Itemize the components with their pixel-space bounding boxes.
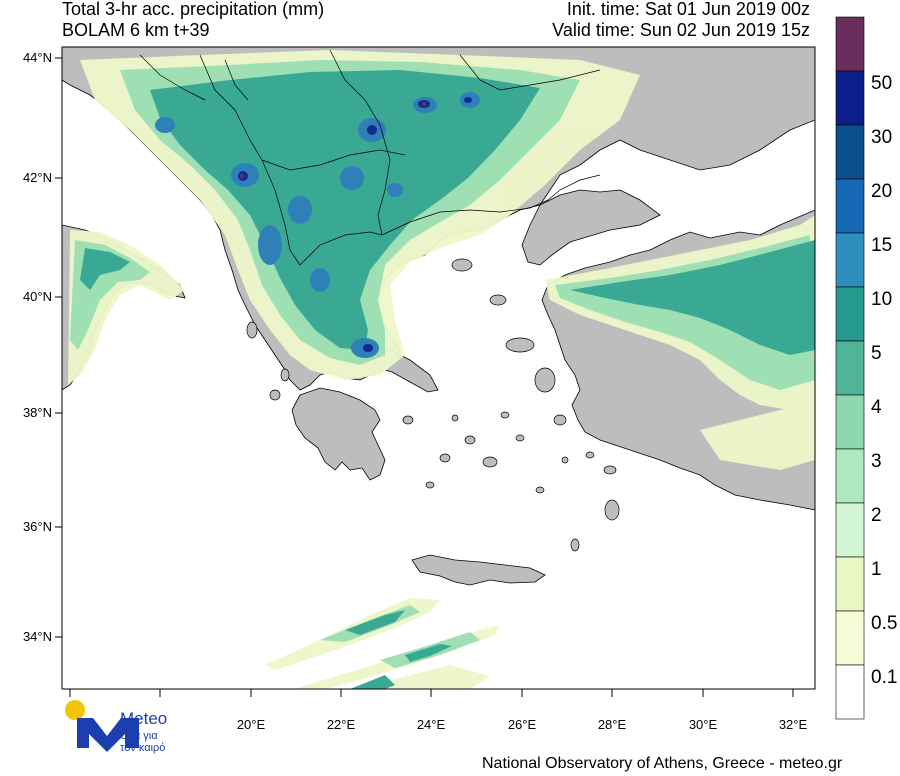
legend-label-4: 4	[871, 397, 882, 418]
lon-label-24: 24°E	[417, 717, 446, 732]
lat-label-40: 40°N	[23, 289, 52, 304]
legend-label-1: 1	[871, 559, 882, 580]
precip-heavy	[80, 70, 815, 689]
lon-ticks	[69, 689, 794, 697]
legend-swatch-12	[835, 664, 865, 720]
legend-label-2: 2	[871, 505, 882, 526]
legend-swatch-0	[835, 16, 865, 72]
logo-tagline-line1: Όλα για	[120, 730, 158, 742]
legend-swatch-4	[835, 232, 865, 288]
legend-label-30: 30	[871, 127, 892, 148]
legend-label-3: 3	[871, 451, 882, 472]
legend-swatch-2	[835, 124, 865, 180]
lat-ticks	[55, 57, 62, 638]
legend-colorbar	[835, 16, 865, 720]
legend-label-50: 50	[871, 73, 892, 94]
land-thrace	[521, 189, 661, 266]
legend-swatch-9	[835, 502, 865, 558]
lat-label-38: 38°N	[23, 405, 52, 420]
lon-label-26: 26°E	[508, 717, 537, 732]
legend-label-20: 20	[871, 181, 892, 202]
valid-time: Valid time: Sun 02 Jun 2019 15z	[552, 20, 810, 40]
legend-swatch-7	[835, 394, 865, 450]
logo-tagline-line2: τον καιρό	[120, 742, 166, 754]
lon-label-30: 30°E	[689, 717, 718, 732]
legend-swatch-6	[835, 340, 865, 396]
legend-label-10: 10	[871, 289, 892, 310]
land-crete	[411, 554, 546, 586]
lat-label-34: 34°N	[23, 629, 52, 644]
lat-label-36: 36°N	[23, 519, 52, 534]
legend-swatch-8	[835, 448, 865, 504]
logo-tagline: Όλα για τον καιρό	[120, 730, 165, 754]
lon-label-22: 22°E	[327, 717, 356, 732]
lon-label-32: 32°E	[779, 717, 808, 732]
legend-swatch-5	[835, 286, 865, 342]
country-borders	[139, 49, 601, 266]
map-title: Total 3-hr acc. precipitation (mm)	[62, 0, 325, 19]
legend-label-0-5: 0.5	[871, 613, 897, 634]
precip-peak	[240, 102, 427, 178]
logo-name: Meteo	[120, 709, 168, 728]
lon-label-20: 20°E	[237, 717, 266, 732]
land-peloponnese	[291, 387, 386, 481]
legend-swatch-10	[835, 556, 865, 612]
model-label: BOLAM 6 km t+39	[62, 20, 210, 40]
legend-label-5: 5	[871, 343, 882, 364]
init-time: Init. time: Sat 01 Jun 2019 00z	[566, 0, 810, 19]
legend-label-15: 15	[871, 235, 892, 256]
meteo-logo-icon	[65, 700, 139, 752]
aegean-islands	[246, 258, 620, 552]
legend-label-0-1: 0.1	[871, 667, 897, 688]
legend-swatch-11	[835, 610, 865, 666]
plot-frame	[61, 46, 816, 690]
lat-label-44: 44°N	[23, 50, 52, 65]
footer-credit: National Observatory of Athens, Greece -…	[482, 755, 843, 772]
lon-label-28: 28°E	[598, 717, 627, 732]
legend-swatch-1	[835, 70, 865, 126]
lat-label-42: 42°N	[23, 170, 52, 185]
legend-swatch-3	[835, 178, 865, 234]
